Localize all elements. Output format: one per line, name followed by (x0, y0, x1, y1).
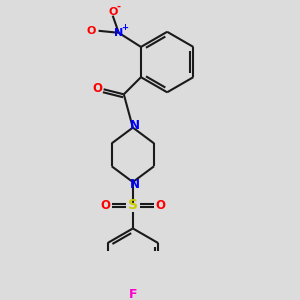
Text: F: F (129, 289, 137, 300)
Text: N: N (130, 178, 140, 190)
Text: O: O (100, 199, 110, 212)
Text: -: - (117, 2, 121, 12)
Text: N: N (114, 28, 123, 38)
Text: N: N (130, 119, 140, 132)
Text: O: O (87, 26, 96, 36)
Text: O: O (108, 7, 117, 16)
Text: S: S (128, 198, 138, 212)
Text: O: O (156, 199, 166, 212)
Text: +: + (121, 23, 128, 32)
Text: O: O (93, 82, 103, 95)
